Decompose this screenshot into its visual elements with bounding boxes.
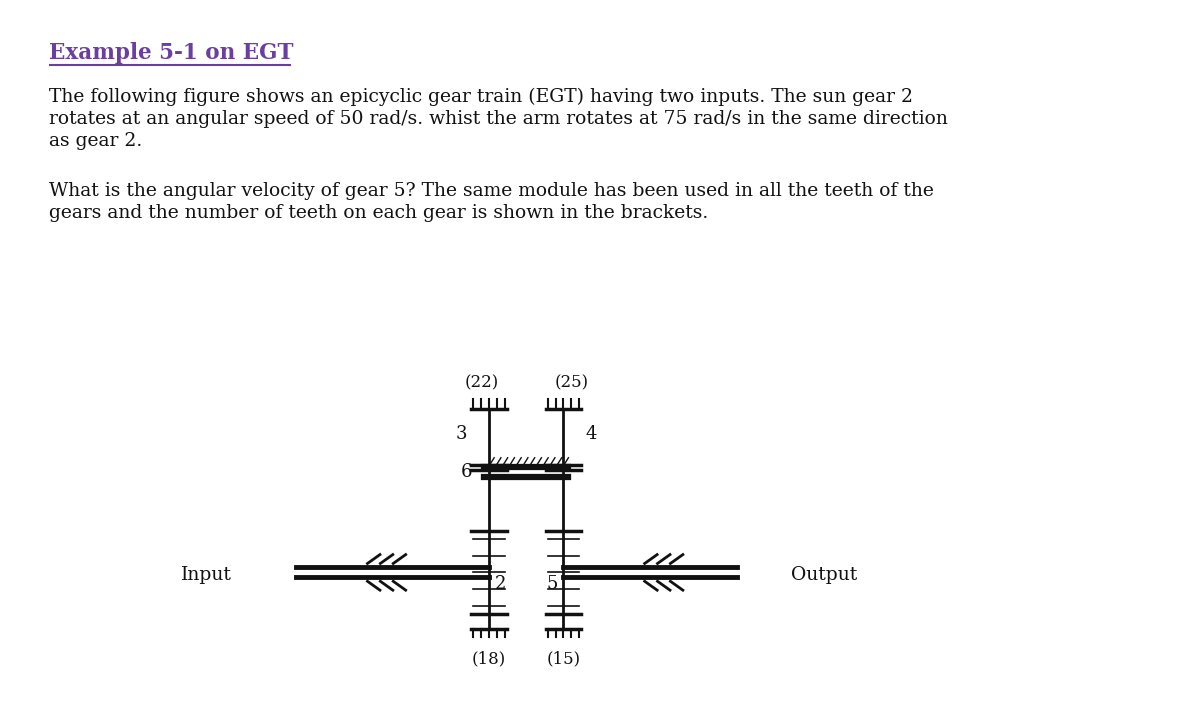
Text: (25): (25)	[554, 375, 588, 392]
Text: 2: 2	[496, 575, 506, 593]
Text: gears and the number of teeth on each gear is shown in the brackets.: gears and the number of teeth on each ge…	[49, 204, 708, 222]
Text: (22): (22)	[464, 375, 498, 392]
Text: 4: 4	[586, 425, 596, 443]
Text: Input: Input	[181, 566, 232, 585]
Text: as gear 2.: as gear 2.	[49, 131, 142, 150]
Text: The following figure shows an epicyclic gear train (EGT) having two inputs. The : The following figure shows an epicyclic …	[49, 88, 913, 107]
Text: (18): (18)	[472, 650, 506, 667]
Text: Output: Output	[791, 566, 858, 585]
Text: What is the angular velocity of gear 5? The same module has been used in all the: What is the angular velocity of gear 5? …	[49, 182, 934, 200]
Text: 5: 5	[546, 575, 558, 593]
Text: Example 5-1 on EGT: Example 5-1 on EGT	[49, 42, 293, 64]
Text: (15): (15)	[546, 650, 581, 667]
Text: rotates at an angular speed of 50 rad/s. whist the arm rotates at 75 rad/s in th: rotates at an angular speed of 50 rad/s.…	[49, 110, 948, 128]
Text: 6: 6	[461, 462, 473, 481]
Text: 3: 3	[456, 425, 468, 443]
